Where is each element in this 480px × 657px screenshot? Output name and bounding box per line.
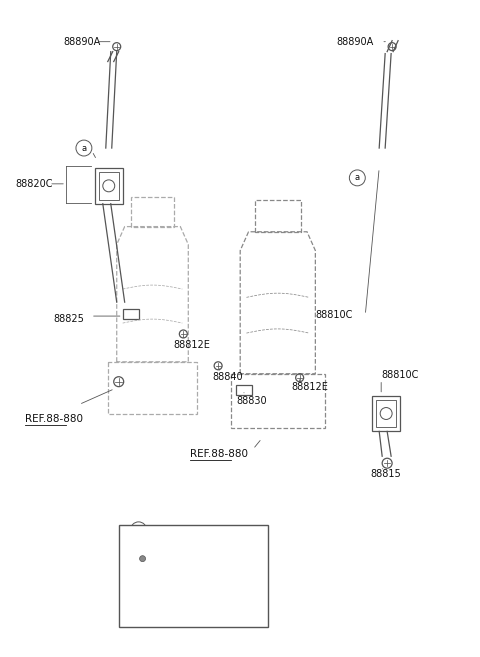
Text: 88877: 88877 — [179, 560, 209, 571]
Text: 88890A: 88890A — [63, 37, 100, 47]
Text: 88820C: 88820C — [15, 179, 53, 189]
Text: REF.88-880: REF.88-880 — [25, 415, 83, 424]
Bar — [99, 172, 119, 200]
Bar — [376, 399, 396, 428]
Text: 88812E: 88812E — [173, 340, 210, 350]
Circle shape — [140, 556, 145, 562]
Text: a: a — [81, 143, 86, 152]
Bar — [95, 168, 123, 204]
Text: 88825: 88825 — [53, 314, 84, 324]
Text: 88840: 88840 — [212, 372, 243, 382]
Bar — [372, 396, 400, 432]
Text: REF.88-880: REF.88-880 — [190, 449, 248, 459]
Text: a: a — [136, 526, 141, 534]
Text: 88812E: 88812E — [292, 382, 329, 392]
Bar — [123, 309, 139, 319]
Text: 88810C: 88810C — [315, 310, 353, 320]
Text: a: a — [355, 173, 360, 183]
Text: 88830: 88830 — [236, 396, 267, 405]
Bar — [236, 384, 252, 395]
Bar — [119, 525, 268, 627]
Text: 88890A: 88890A — [336, 37, 374, 47]
Text: 88815: 88815 — [370, 469, 401, 479]
Text: 88810C: 88810C — [381, 370, 419, 380]
Text: 88878: 88878 — [132, 537, 163, 548]
